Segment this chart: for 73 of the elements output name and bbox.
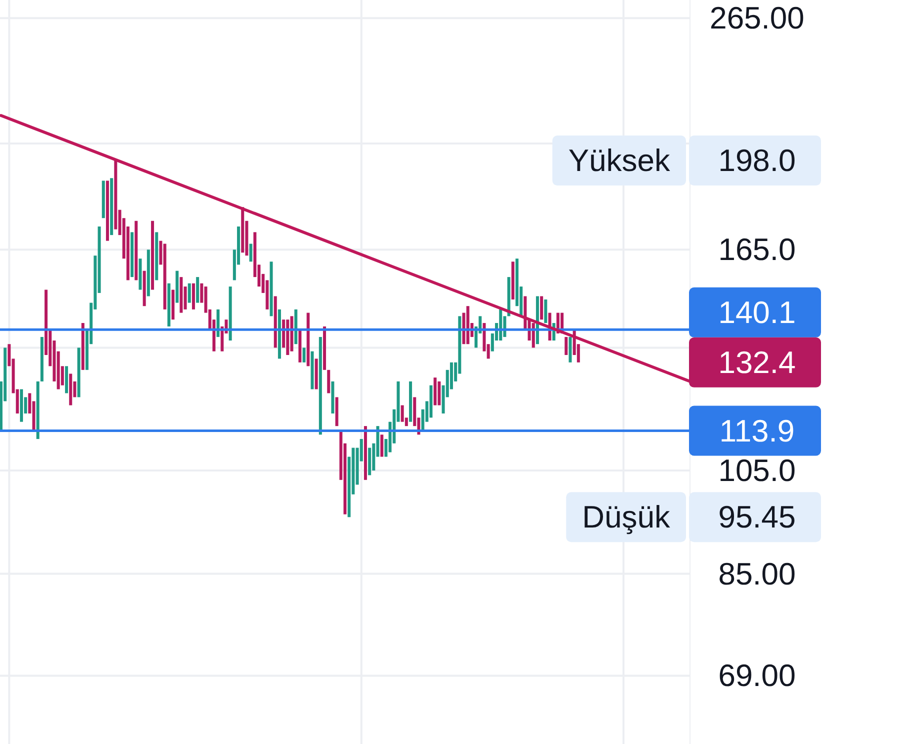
bar [110,178,114,236]
bar [102,180,105,218]
bar [188,283,191,303]
bar [146,250,150,296]
bar [294,309,298,344]
bar [298,330,302,362]
bar [318,336,322,435]
bar [81,323,84,370]
bar [155,232,158,280]
bar [327,370,330,394]
bar [180,277,183,313]
ref-line-label: 140.1 [718,294,796,330]
text: 132.4 [718,344,796,380]
text: 95.45 [718,500,796,535]
y-tick-label: 265.00 [710,0,804,36]
bar [40,336,44,382]
bar [568,336,572,362]
bar [306,312,310,366]
bar [65,366,68,394]
bar [216,309,220,337]
bar [134,220,138,280]
bar [163,244,166,310]
ref-line-label: 113.9 [719,413,795,448]
bar [290,316,294,352]
y-tick-label: 105.0 [718,453,796,488]
bar [499,309,502,341]
bar [20,389,23,422]
bar [335,397,338,426]
bar [138,258,142,290]
bar [331,381,334,414]
bar [196,277,200,303]
bar [540,296,544,320]
bar [77,348,80,398]
bar [364,426,367,480]
bar [228,286,232,341]
y-tick-label: 165.0 [718,232,796,268]
bar [507,277,510,316]
bar [380,434,384,457]
bar [409,381,412,422]
bar [241,207,244,253]
bar [544,299,548,323]
bar [430,385,432,418]
bar [466,306,470,344]
bar [176,270,179,303]
bar [434,378,437,406]
bar [249,244,252,262]
text: 198.0 [718,143,796,178]
bar [106,180,109,241]
bar [438,381,441,406]
y-tick-label: 69.00 [718,658,796,694]
bar [511,262,514,300]
bar [130,232,134,278]
bar [167,283,170,326]
bar [151,220,154,290]
bar [172,290,174,320]
bar [323,326,326,370]
bar [69,374,72,406]
bar [278,309,281,359]
y-tick-label: 85.00 [718,556,796,592]
annotation: Yüksek [568,143,670,178]
bar [270,262,273,316]
bar [142,270,146,306]
bar [368,448,372,476]
bar [274,296,277,348]
bar [286,320,290,355]
bar [36,381,40,439]
bar [564,336,568,355]
bar [310,351,314,390]
annotation: Düşük [582,500,670,535]
bar [314,358,318,390]
bar [302,348,306,362]
bar [400,405,404,422]
bar [192,283,195,310]
